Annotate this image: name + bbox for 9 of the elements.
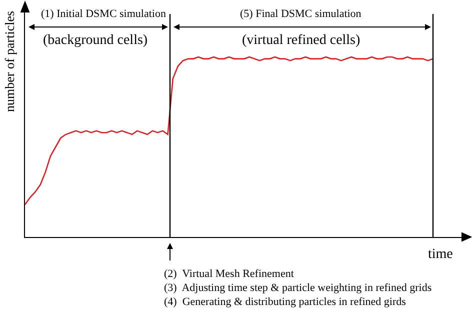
text: (5) Final DSMC simulation: [240, 8, 362, 20]
text: (1) Initial DSMC simulation: [41, 8, 166, 20]
y-axis-title: number of particles: [2, 10, 17, 112]
text: (4) Generating & distributing particles in refined girds: [164, 296, 406, 308]
text: (virtual refined cells): [242, 33, 361, 48]
x-axis-title: time: [428, 247, 453, 262]
text: (3) Adjusting time step & particle weighting in refined grids: [164, 282, 432, 294]
text: (background cells): [43, 33, 148, 48]
text: (2) Virtual Mesh Refinement: [164, 268, 294, 280]
